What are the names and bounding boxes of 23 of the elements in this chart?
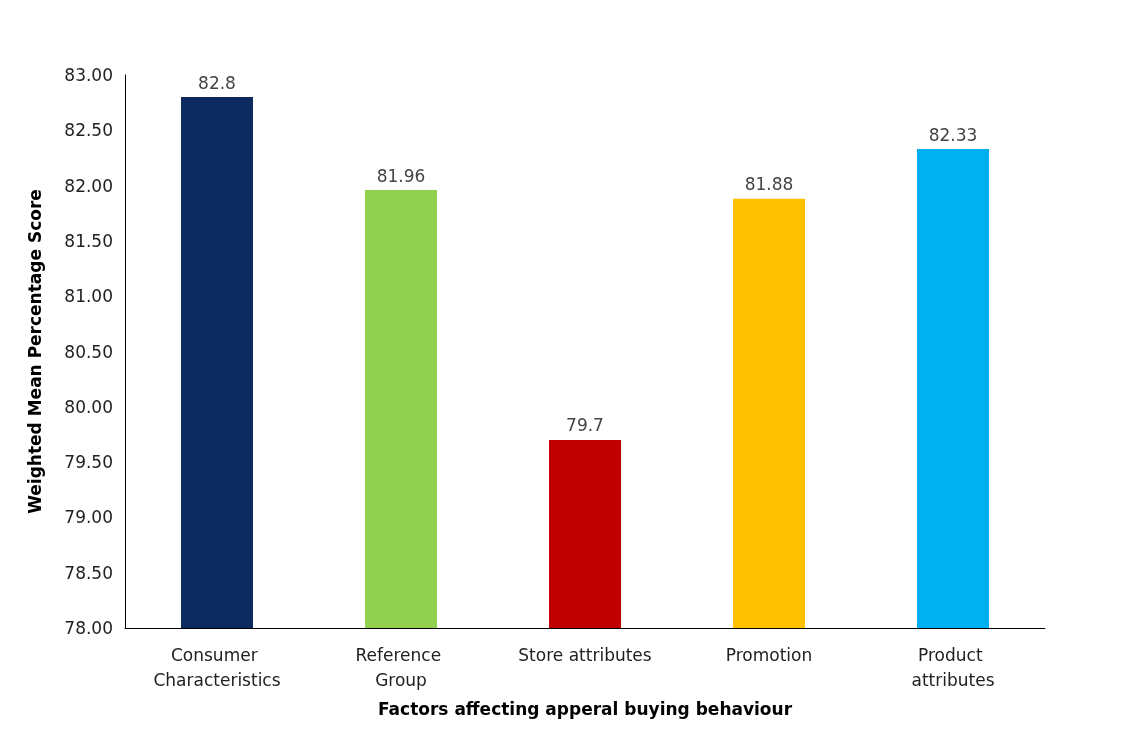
y-tick-label: 78.00 <box>64 618 113 638</box>
x-tick-label: Product attributes <box>911 644 995 690</box>
y-tick-label: 81.00 <box>64 286 113 307</box>
y-tick-label: 82.50 <box>64 120 113 141</box>
y-tick-label: 79.50 <box>64 452 113 473</box>
y-tick-label: 81.50 <box>64 230 113 251</box>
y-tick-label: 82.00 <box>64 175 113 196</box>
y-axis-title: Weighted Mean Percentage Score <box>24 189 45 514</box>
x-tick-label: Consumer Characteristics <box>153 644 281 690</box>
data-label: 79.7 <box>566 415 604 436</box>
data-label: 81.88 <box>744 174 794 195</box>
y-tick-label: 78.50 <box>64 562 113 583</box>
data-label: 82.33 <box>928 124 978 145</box>
x-axis-title: Factors affecting apperal buying behaviour <box>377 698 793 719</box>
data-label: 82.8 <box>198 72 236 93</box>
y-tick-label: 80.00 <box>64 396 113 417</box>
data-label: 81.96 <box>376 165 426 186</box>
x-tick-label: Promotion <box>725 644 813 665</box>
x-tick-label: Store attributes <box>518 644 652 665</box>
x-tick-label: Reference Group <box>355 644 447 690</box>
y-tick-label: 83.00 <box>64 65 113 85</box>
y-tick-label: 80.50 <box>64 341 113 362</box>
y-tick-label: 79.00 <box>64 507 113 528</box>
